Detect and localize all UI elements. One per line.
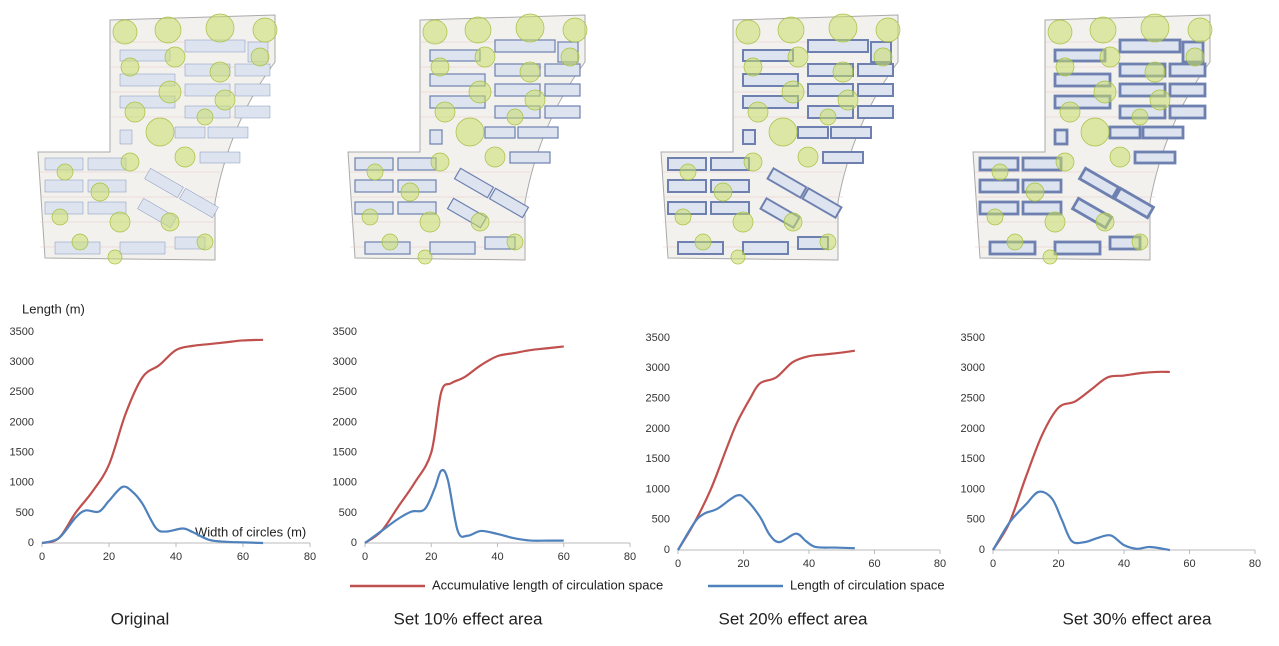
x-tick-label: 0: [675, 558, 681, 570]
y-tick-label: 2000: [961, 423, 985, 435]
y-tick-label: 0: [664, 544, 670, 556]
y-axis-label: Length (m): [22, 301, 85, 316]
x-tick-label: 80: [304, 551, 316, 563]
data-line: [992, 370, 1170, 551]
x-tick-label: 80: [934, 558, 946, 570]
x-tick-label: 40: [491, 551, 503, 563]
x-tick-label: 20: [103, 551, 115, 563]
y-tick-label: 1000: [10, 477, 34, 489]
legend-label: Length of circulation space: [790, 577, 945, 592]
y-tick-label: 0: [28, 537, 34, 549]
data-line: [677, 494, 855, 551]
x-tick-label: 60: [868, 558, 880, 570]
y-tick-label: 2000: [646, 423, 670, 435]
data-line: [992, 490, 1171, 552]
y-tick-label: 1500: [646, 453, 670, 465]
y-tick-label: 0: [979, 544, 985, 556]
x-tick-label: 60: [558, 551, 570, 563]
chart-caption: Set 20% effect area: [718, 609, 868, 628]
y-tick-label: 3000: [646, 362, 670, 374]
x-tick-label: 80: [1249, 558, 1261, 570]
chart-caption: Set 10% effect area: [393, 609, 543, 628]
x-tick-label: 20: [425, 551, 437, 563]
site-plan: [661, 14, 900, 264]
chart-caption: Original: [111, 609, 170, 628]
y-tick-label: 2500: [10, 386, 34, 398]
x-tick-label: 0: [39, 551, 45, 563]
y-tick-label: 2000: [10, 416, 34, 428]
y-tick-label: 3500: [961, 332, 985, 344]
x-tick-label: 60: [1183, 558, 1195, 570]
x-tick-label: 40: [803, 558, 815, 570]
x-tick-label: 20: [737, 558, 749, 570]
x-tick-label: 40: [170, 551, 182, 563]
y-tick-label: 500: [967, 514, 985, 526]
data-line: [41, 485, 264, 545]
y-tick-label: 3000: [961, 362, 985, 374]
y-tick-label: 1500: [333, 446, 357, 458]
x-tick-label: 0: [990, 558, 996, 570]
site-plan: [973, 14, 1212, 264]
site-plan: [348, 14, 587, 264]
y-tick-label: 3500: [646, 332, 670, 344]
y-tick-label: 1500: [10, 446, 34, 458]
x-tick-label: 0: [362, 551, 368, 563]
y-tick-label: 500: [16, 507, 34, 519]
y-tick-label: 2000: [333, 416, 357, 428]
x-tick-label: 40: [1118, 558, 1130, 570]
y-tick-label: 1000: [646, 483, 670, 495]
y-tick-label: 1000: [961, 483, 985, 495]
y-tick-label: 2500: [646, 392, 670, 404]
x-tick-label: 60: [237, 551, 249, 563]
y-tick-label: 2500: [333, 386, 357, 398]
data-line: [364, 468, 564, 544]
y-tick-label: 2500: [961, 392, 985, 404]
y-tick-label: 3000: [333, 356, 357, 368]
y-tick-label: 1000: [333, 477, 357, 489]
y-tick-label: 0: [351, 537, 357, 549]
data-line: [677, 349, 856, 551]
y-tick-label: 3000: [10, 356, 34, 368]
data-line: [41, 338, 264, 545]
y-tick-label: 3500: [333, 326, 357, 338]
y-tick-label: 1500: [961, 453, 985, 465]
site-plan: [38, 14, 277, 264]
data-line: [364, 345, 564, 544]
x-axis-label: Width of circles (m): [195, 524, 306, 539]
legend-label: Accumulative length of circulation space: [432, 577, 663, 592]
y-tick-label: 500: [652, 514, 670, 526]
chart-caption: Set 30% effect area: [1062, 609, 1212, 628]
x-tick-label: 20: [1052, 558, 1064, 570]
x-tick-label: 80: [624, 551, 636, 563]
y-tick-label: 500: [339, 507, 357, 519]
y-tick-label: 3500: [10, 326, 34, 338]
